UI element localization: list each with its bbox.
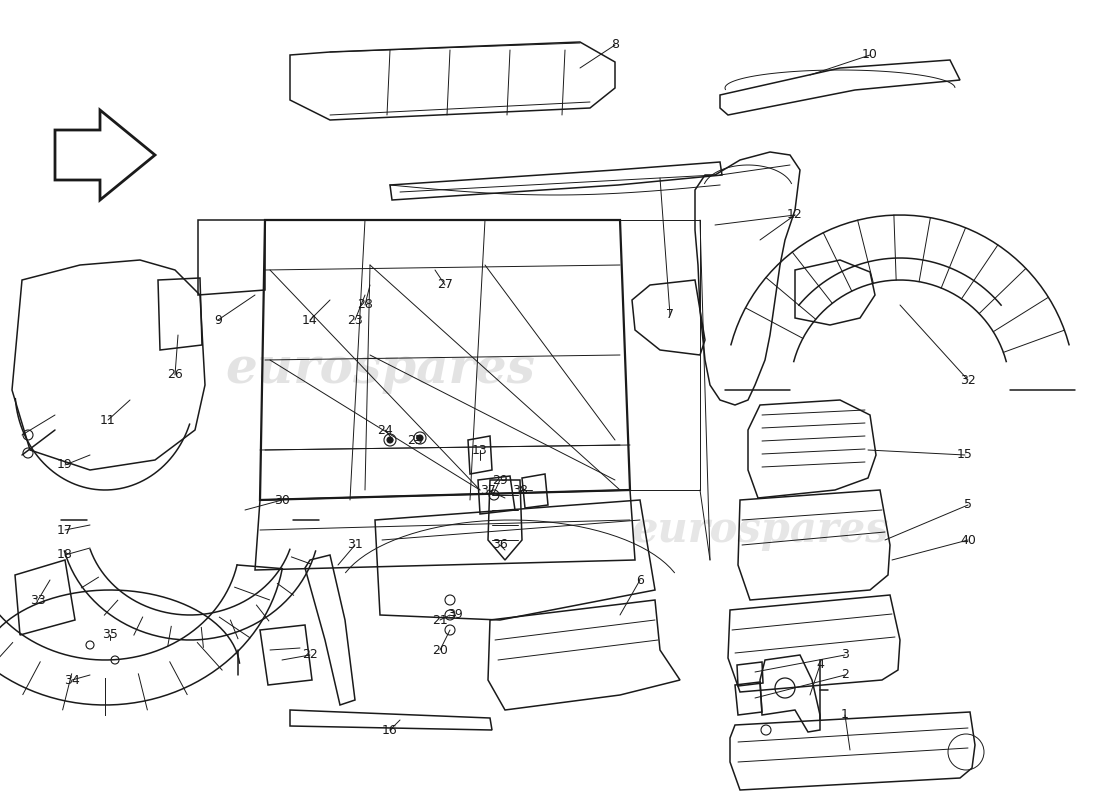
- Text: 6: 6: [636, 574, 644, 586]
- Text: 5: 5: [964, 498, 972, 511]
- Text: 27: 27: [437, 278, 453, 291]
- Text: 4: 4: [816, 658, 824, 671]
- Text: 28: 28: [358, 298, 373, 311]
- Text: 16: 16: [382, 723, 398, 737]
- Text: 20: 20: [432, 643, 448, 657]
- Text: 10: 10: [862, 49, 878, 62]
- Text: 1: 1: [842, 709, 849, 722]
- Text: 29: 29: [492, 474, 508, 486]
- Text: eurospares: eurospares: [226, 346, 535, 394]
- Text: 14: 14: [302, 314, 318, 326]
- Text: 13: 13: [472, 443, 488, 457]
- Text: 2: 2: [842, 669, 849, 682]
- Text: 26: 26: [167, 369, 183, 382]
- Text: 38: 38: [513, 483, 528, 497]
- Text: 22: 22: [302, 649, 318, 662]
- Text: 30: 30: [274, 494, 290, 506]
- Text: 17: 17: [57, 523, 73, 537]
- Text: 34: 34: [64, 674, 80, 686]
- Text: 39: 39: [447, 609, 463, 622]
- Circle shape: [417, 435, 424, 441]
- Text: 18: 18: [57, 549, 73, 562]
- Text: 3: 3: [842, 649, 849, 662]
- Text: 33: 33: [30, 594, 46, 606]
- Text: 40: 40: [960, 534, 976, 546]
- Text: 31: 31: [348, 538, 363, 551]
- Circle shape: [387, 437, 393, 443]
- Text: eurospares: eurospares: [631, 509, 889, 551]
- Text: 36: 36: [492, 538, 508, 551]
- Text: 35: 35: [102, 629, 118, 642]
- Text: 8: 8: [610, 38, 619, 51]
- Text: 9: 9: [214, 314, 222, 326]
- Text: 12: 12: [788, 209, 803, 222]
- Text: 23: 23: [348, 314, 363, 326]
- Text: 15: 15: [957, 449, 972, 462]
- Polygon shape: [55, 110, 155, 200]
- Text: 37: 37: [480, 483, 496, 497]
- Text: 25: 25: [407, 434, 422, 446]
- Text: 7: 7: [666, 309, 674, 322]
- Text: 19: 19: [57, 458, 73, 471]
- Text: 32: 32: [960, 374, 976, 386]
- Text: 24: 24: [377, 423, 393, 437]
- Text: 11: 11: [100, 414, 116, 426]
- Text: 21: 21: [432, 614, 448, 626]
